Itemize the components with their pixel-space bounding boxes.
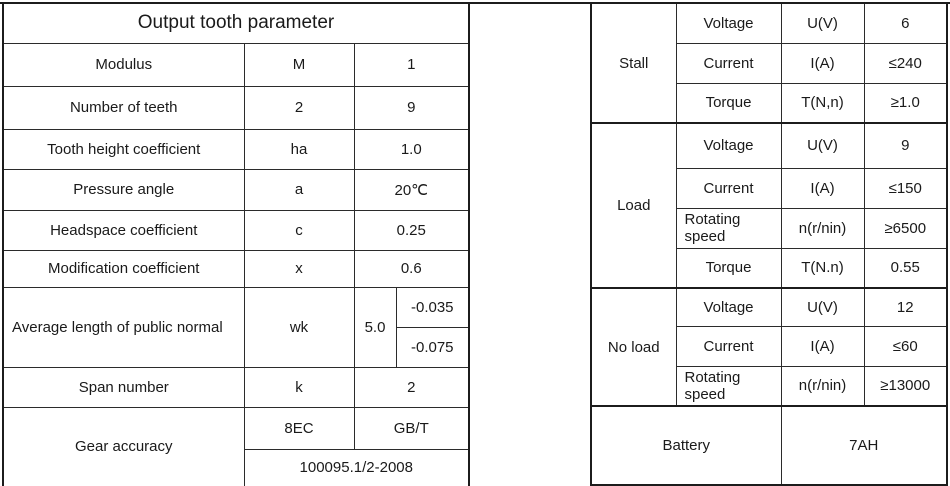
- attr-symbol-cell: T(N.n): [780, 247, 865, 289]
- attr-value-cell: 9: [863, 122, 948, 169]
- table-row: 100095.1/2-2008: [3, 448, 470, 486]
- param-symbol-cell: x: [243, 249, 355, 288]
- attr-value-cell: 6: [863, 2, 948, 44]
- table-row: Modification coefficient x 0.6: [2, 249, 470, 288]
- table-row: Current I(A) ≤240: [591, 42, 948, 84]
- table-row: Span number k 2: [2, 366, 470, 408]
- param-value-cell: 1: [353, 42, 470, 87]
- attr-value-cell: 0.55: [863, 247, 948, 289]
- attr-name-cell: Current: [675, 167, 782, 209]
- param-symbol-cell: 2: [243, 85, 355, 130]
- param-value-cell: 0.6: [353, 249, 470, 288]
- left-table-title: Output tooth parameter: [2, 2, 470, 44]
- attr-value-cell: ≤240: [863, 42, 948, 84]
- tolerance-upper-cell: -0.035: [395, 286, 470, 328]
- section-label-cell-stall: Stall: [590, 2, 677, 124]
- attr-name-cell: Voltage: [675, 122, 782, 169]
- param-name-cell: Number of teeth: [2, 85, 245, 130]
- attr-value-cell: 12: [863, 287, 948, 327]
- attr-name-cell: Torque: [675, 82, 782, 124]
- param-name-cell: Modulus: [2, 42, 245, 87]
- motor-spec-table: Stall Voltage U(V) 6 Current I(A) ≤240 T…: [590, 2, 948, 486]
- attr-symbol-cell: U(V): [780, 287, 865, 327]
- table-row-public-normal: Average length of public normal wk 5.0 -…: [2, 286, 470, 368]
- table-row: Pressure angle a 20℃: [2, 168, 470, 211]
- attr-name-cell: Voltage: [675, 287, 782, 327]
- param-symbol-cell: ha: [243, 128, 355, 170]
- battery-label-cell: Battery: [590, 405, 782, 486]
- table-row: Torque T(N,n) ≥1.0: [591, 82, 948, 124]
- table-row: Current I(A) ≤150: [591, 167, 948, 209]
- param-name-cell: Modification coefficient: [2, 249, 245, 288]
- table-row: Tooth height coefficient ha 1.0: [2, 128, 470, 170]
- param-value-cell: 5.0: [353, 286, 397, 368]
- section-label-cell-no-load: No load: [590, 287, 677, 407]
- param-name-cell: Gear accuracy: [2, 406, 245, 486]
- attr-value-cell: ≤60: [863, 325, 948, 367]
- table-row: Current I(A) ≤60: [591, 325, 948, 367]
- attr-symbol-cell: I(A): [780, 42, 865, 84]
- attr-symbol-cell: U(V): [780, 2, 865, 44]
- top-rule-line: [0, 2, 950, 4]
- param-name-cell: Tooth height coefficient: [2, 128, 245, 170]
- accuracy-grade-cell: 8EC: [243, 406, 355, 450]
- param-symbol-cell: k: [243, 366, 355, 408]
- table-row-gear-accuracy: Gear accuracy 8EC GB/T: [2, 406, 470, 486]
- attr-name-cell: Rotating speed: [675, 207, 782, 249]
- output-tooth-parameter-table: Output tooth parameter Modulus M 1 Numbe…: [2, 2, 471, 486]
- attr-symbol-cell: n(r/nin): [780, 365, 865, 407]
- param-symbol-cell: wk: [243, 286, 355, 368]
- attr-symbol-cell: I(A): [780, 325, 865, 367]
- attr-symbol-cell: T(N,n): [780, 82, 865, 124]
- attr-name-cell: Voltage: [675, 2, 782, 44]
- table-row: No load Voltage U(V) 12: [590, 287, 948, 407]
- param-name-cell: Average length of public normal: [2, 286, 245, 368]
- param-symbol-cell: a: [243, 168, 355, 211]
- section-label-cell-load: Load: [590, 122, 677, 289]
- param-name-cell: Span number: [2, 366, 245, 408]
- table-row: -0.075: [3, 326, 470, 368]
- attr-name-cell: Torque: [675, 247, 782, 289]
- attr-symbol-cell: I(A): [780, 167, 865, 209]
- param-value-cell: 0.25: [353, 209, 470, 251]
- attr-name-cell: Current: [675, 42, 782, 84]
- attr-name-cell: Current: [675, 325, 782, 367]
- attr-symbol-cell: n(r/nin): [780, 207, 865, 249]
- table-row: Rotating speed n(r/nin) ≥13000: [591, 365, 948, 407]
- battery-value-cell: 7AH: [780, 405, 948, 486]
- param-symbol-cell: M: [243, 42, 355, 87]
- param-value-cell: 2: [353, 366, 470, 408]
- table-row-battery: Battery 7AH: [590, 405, 948, 486]
- table-row: Load Voltage U(V) 9: [590, 122, 948, 289]
- attr-value-cell: ≥6500: [863, 207, 948, 249]
- attr-name-cell: Rotating speed: [675, 365, 782, 407]
- attr-value-cell: ≥1.0: [863, 82, 948, 124]
- table-row: Modulus M 1: [2, 42, 470, 87]
- table-row: Stall Voltage U(V) 6: [590, 2, 948, 124]
- param-symbol-cell: c: [243, 209, 355, 251]
- accuracy-standard-cell: GB/T: [353, 406, 470, 450]
- param-value-cell: 20℃: [353, 168, 470, 211]
- attr-value-cell: ≤150: [863, 167, 948, 209]
- param-name-cell: Pressure angle: [2, 168, 245, 211]
- tolerance-lower-cell: -0.075: [395, 326, 470, 368]
- accuracy-standard-number-cell: 100095.1/2-2008: [243, 448, 470, 486]
- param-name-cell: Headspace coefficient: [2, 209, 245, 251]
- param-value-cell: 9: [353, 85, 470, 130]
- table-row: Torque T(N.n) 0.55: [591, 247, 948, 289]
- param-value-cell: 1.0: [353, 128, 470, 170]
- attr-value-cell: ≥13000: [863, 365, 948, 407]
- table-row: Headspace coefficient c 0.25: [2, 209, 470, 251]
- attr-symbol-cell: U(V): [780, 122, 865, 169]
- table-header-row: Output tooth parameter: [2, 2, 470, 44]
- table-row: Number of teeth 2 9: [2, 85, 470, 130]
